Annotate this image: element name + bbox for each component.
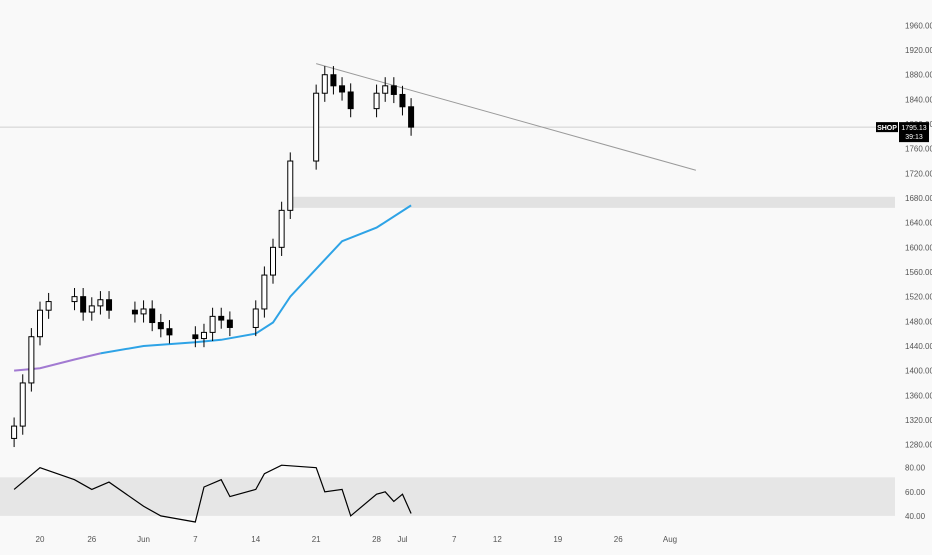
candle-body — [19, 382, 26, 427]
countdown-label: 39:13 — [905, 134, 923, 141]
time-tick-label: 7 — [193, 535, 198, 544]
candle-body — [37, 309, 43, 338]
candle-body — [278, 209, 285, 248]
moving-average-early — [14, 352, 101, 372]
rsi-band — [0, 477, 895, 516]
time-axis: 20 26 Jun 7 14 21 28 Jul 7 12 19 26 Aug — [36, 535, 678, 544]
rsi-tick-label: 80.00 — [905, 464, 926, 473]
price-tick-label: 1680.00 — [905, 194, 932, 203]
symbol-label: SHOP — [877, 125, 897, 132]
candle-body — [200, 331, 207, 340]
candle-body — [209, 315, 216, 333]
time-tick-label: 12 — [493, 535, 502, 544]
time-tick-label: 21 — [312, 535, 321, 544]
candle-body — [408, 106, 415, 128]
time-tick-label: 7 — [452, 535, 457, 544]
rsi-axis: 80.00 60.00 40.00 — [905, 464, 926, 521]
time-tick-label: 19 — [553, 535, 562, 544]
price-tick-label: 1880.00 — [905, 71, 932, 80]
candle-body — [347, 91, 354, 110]
price-tick-label: 1440.00 — [905, 342, 932, 351]
resistance-trendline — [316, 63, 697, 171]
price-tick-label: 1400.00 — [905, 367, 932, 376]
price-tick-label: 1960.00 — [905, 21, 932, 30]
price-tick-label: 1840.00 — [905, 95, 932, 104]
price-tick-label: 1640.00 — [905, 219, 932, 228]
price-tick-label: 1760.00 — [905, 145, 932, 154]
time-tick-label: 20 — [36, 535, 45, 544]
time-tick-label: 28 — [372, 535, 381, 544]
candle-body — [88, 305, 95, 313]
moving-average — [100, 204, 412, 355]
candle-body — [157, 322, 164, 330]
candle-body — [97, 299, 104, 307]
candle-body — [140, 308, 147, 315]
candle-body — [45, 301, 52, 311]
time-tick-label: Jul — [397, 535, 407, 544]
trendline-layer — [316, 63, 697, 171]
support-zone — [290, 196, 895, 208]
time-tick-label: 26 — [87, 535, 96, 544]
symbol-tag — [876, 122, 898, 133]
candle-body — [131, 309, 138, 315]
candle-body — [373, 92, 380, 110]
rsi-line — [13, 464, 412, 523]
candle-body — [166, 328, 173, 336]
price-tick-label: 1600.00 — [905, 243, 932, 252]
price-tick-label: 1920.00 — [905, 46, 932, 55]
candle-body — [382, 85, 389, 94]
price-tick-label: 1320.00 — [905, 416, 932, 425]
candle-body — [313, 92, 320, 162]
price-label-layer: SHOP 1795.13 39:13 — [876, 122, 929, 143]
candle-body — [261, 274, 268, 310]
candles-layer — [11, 66, 415, 448]
candle-body — [11, 425, 18, 439]
candle-body — [80, 296, 87, 313]
candle-body — [287, 160, 294, 211]
rsi-tick-label: 40.00 — [905, 512, 926, 521]
price-axis: 1960.001920.001880.001840.001800.001760.… — [905, 21, 932, 449]
candle-body — [28, 336, 35, 384]
price-tick-label: 1560.00 — [905, 268, 932, 277]
rsi-band-layer — [0, 477, 895, 516]
candle-body — [339, 85, 346, 93]
time-tick-label: 26 — [614, 535, 623, 544]
candle-body — [149, 308, 156, 324]
rsi-layer — [13, 464, 412, 523]
candle-body — [71, 296, 78, 303]
price-tick-label: 1280.00 — [905, 441, 932, 450]
candle-body — [330, 74, 337, 87]
candle-body — [399, 93, 406, 108]
price-tick-label: 1520.00 — [905, 293, 932, 302]
time-tick-label: Jun — [137, 535, 150, 544]
candle-body — [390, 85, 397, 95]
candle-body — [321, 74, 328, 94]
candle-body — [192, 334, 199, 340]
support-zone-layer — [290, 196, 895, 208]
time-tick-label: Aug — [663, 535, 677, 544]
candle-body — [218, 315, 225, 321]
last-price-tag — [899, 122, 929, 143]
price-tick-label: 1360.00 — [905, 391, 932, 400]
moving-average-layer — [14, 204, 412, 372]
candle-body — [106, 299, 113, 311]
candle-body — [270, 246, 277, 276]
price-tick-label: 1720.00 — [905, 169, 932, 178]
rsi-tick-label: 60.00 — [905, 488, 926, 497]
candle-body — [226, 319, 233, 328]
candle-body — [252, 308, 259, 328]
price-tick-label: 1480.00 — [905, 317, 932, 326]
time-tick-label: 14 — [251, 535, 260, 544]
last-price-label: 1795.13 — [901, 125, 926, 132]
